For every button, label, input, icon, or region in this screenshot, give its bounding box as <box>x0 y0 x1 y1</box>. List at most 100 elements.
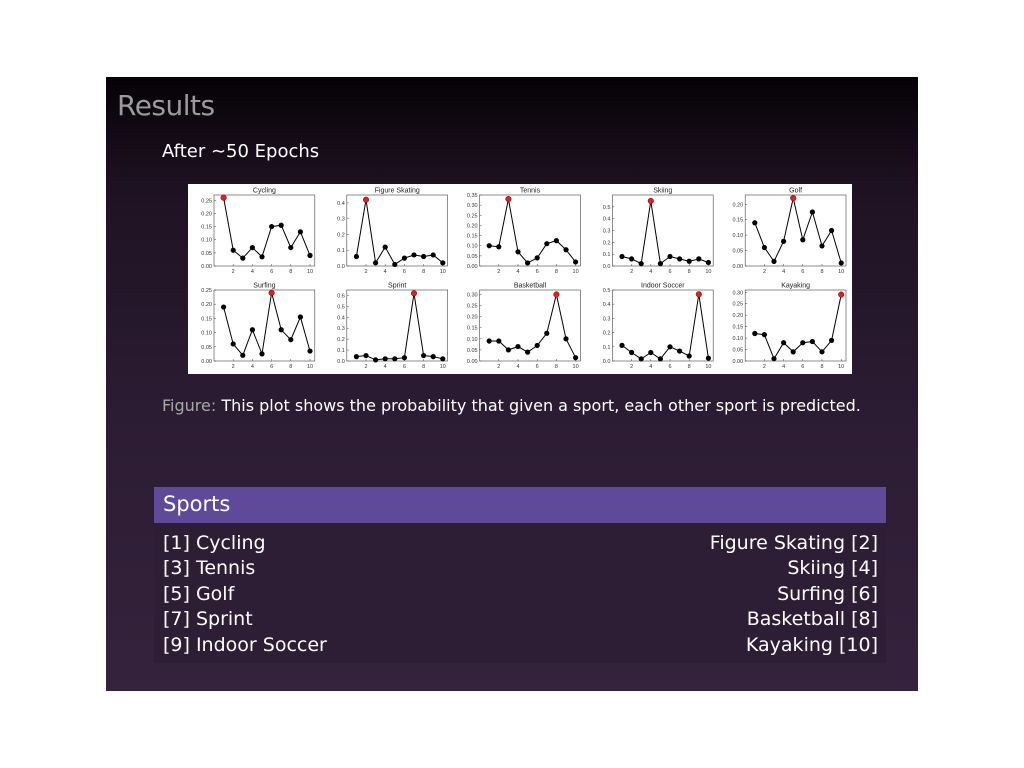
x-tick-label: 6 <box>536 269 539 275</box>
series-line <box>355 199 444 266</box>
y-tick-label: 0.05 <box>732 249 743 255</box>
caption-label: Figure: <box>162 396 217 415</box>
data-point <box>421 253 427 260</box>
y-tick-label: 0.20 <box>732 313 743 319</box>
highlight-point <box>695 291 702 298</box>
x-tick-label: 8 <box>688 269 691 275</box>
data-point <box>819 349 825 355</box>
x-tick-label: 10 <box>307 269 313 275</box>
x-tick-label: 2 <box>497 269 500 275</box>
series-line <box>621 200 709 265</box>
y-tick-label: 0.15 <box>467 234 478 240</box>
y-tick-label: 0.1 <box>603 252 611 258</box>
y-tick-label: 0.25 <box>732 302 743 308</box>
data-point <box>553 238 559 244</box>
y-tick-label: 0.20 <box>467 315 478 321</box>
highlight-point <box>790 195 797 202</box>
data-point <box>667 344 673 350</box>
series-line <box>489 294 577 358</box>
x-tick-label: 6 <box>801 269 804 275</box>
data-point <box>648 349 654 356</box>
y-tick-label: 0.4 <box>337 201 345 207</box>
x-tick-label: 2 <box>364 269 367 275</box>
subplot-indoor-soccer: Indoor Soccer 0.0 0.1 0.2 0.3 0.4 0.5 2 4 6 8 10 <box>603 283 714 370</box>
x-tick-label: 2 <box>497 364 500 370</box>
y-tick-label: 0.25 <box>201 198 212 204</box>
data-point <box>230 341 236 347</box>
slide-title: Results <box>117 89 215 122</box>
plot-frame <box>744 289 847 362</box>
y-tick-label: 0.10 <box>467 337 478 343</box>
data-point <box>563 247 569 253</box>
subplot-cycling: Cycling 0.00 0.05 0.10 0.15 0.20 0.25 2 4 6 8 10 <box>201 188 316 275</box>
y-tick-label: 0.30 <box>467 292 478 298</box>
x-tick-label: 10 <box>838 269 844 275</box>
data-point <box>696 256 702 262</box>
y-tick-label: 0.00 <box>201 264 212 270</box>
y-tick-label: 0.20 <box>201 211 212 217</box>
y-tick-label: 0.20 <box>467 223 478 229</box>
plot-frame <box>479 289 581 362</box>
y-tick-label: 0.15 <box>732 218 743 224</box>
x-tick-label: 8 <box>555 364 558 370</box>
y-tick-label: 0.0 <box>603 359 611 365</box>
data-point <box>771 356 777 362</box>
data-point <box>373 260 379 266</box>
highlight-point <box>410 290 418 297</box>
x-tick-label: 4 <box>384 269 387 275</box>
y-tick-label: 0.25 <box>467 304 478 310</box>
x-tick-label: 4 <box>649 364 652 370</box>
x-tick-label: 10 <box>573 269 579 275</box>
x-tick-label: 6 <box>270 269 273 275</box>
y-tick-label: 0.3 <box>603 316 611 322</box>
data-point <box>686 353 692 359</box>
plot-frame <box>346 194 448 267</box>
y-tick-label: 0.5 <box>337 304 345 310</box>
x-tick-label: 2 <box>232 364 235 370</box>
y-tick-label: 0.4 <box>603 217 611 223</box>
data-point <box>278 327 284 333</box>
sport-right: Skiing [4] <box>787 557 878 580</box>
y-tick-label: 0.20 <box>732 202 743 208</box>
subplot-figure-skating: Figure Skating 0.0 0.1 0.2 0.3 0.4 2 4 6 8 10 <box>337 188 448 275</box>
y-tick-label: 0.6 <box>337 293 345 299</box>
data-point <box>486 338 492 344</box>
x-tick-label: 6 <box>668 364 671 370</box>
data-point <box>382 244 388 250</box>
data-point <box>440 260 446 266</box>
y-tick-label: 0.25 <box>201 288 212 294</box>
x-tick-label: 4 <box>384 364 387 370</box>
data-point <box>496 244 502 250</box>
series-line <box>223 292 311 357</box>
x-tick-label: 6 <box>668 269 671 275</box>
data-point <box>790 349 796 355</box>
subplot-title: Tennis <box>520 188 541 195</box>
data-point <box>249 327 255 333</box>
data-point <box>705 355 712 361</box>
slide-subtitle: After ∼50 Epochs <box>162 141 320 162</box>
x-tick-label: 2 <box>232 269 235 275</box>
subplot-skiing: Skiing 0.0 0.1 0.2 0.3 0.4 0.5 2 4 6 8 10 <box>603 188 714 275</box>
data-point <box>353 354 359 360</box>
y-tick-label: 0.15 <box>201 316 212 322</box>
subplot-title: Basketball <box>514 283 547 290</box>
y-tick-label: 0.1 <box>337 348 345 354</box>
data-point <box>249 244 255 251</box>
data-point <box>800 237 806 243</box>
data-point <box>761 244 768 251</box>
data-point <box>534 255 540 261</box>
y-tick-label: 0.10 <box>201 331 212 337</box>
subplot-golf: Golf 0.00 0.05 0.10 0.15 0.20 2 4 6 8 10 <box>732 188 847 275</box>
y-tick-label: 0.4 <box>337 315 345 321</box>
y-tick-label: 0.05 <box>201 251 212 257</box>
slide: Results After ∼50 Epochs Cycling 0.00 0.05… <box>106 77 918 691</box>
subplot-basketball: Basketball 0.00 0.05 0.10 0.15 0.20 0.25 0.30 2 4… <box>467 283 581 370</box>
series-line <box>754 294 842 360</box>
plot-frame <box>346 289 448 362</box>
sport-right: Surfing [6] <box>777 582 878 605</box>
y-tick-label: 0.10 <box>467 244 478 250</box>
sport-left: [5] Golf <box>163 582 235 605</box>
subplot-title: Cycling <box>253 188 276 195</box>
data-point <box>544 330 550 336</box>
